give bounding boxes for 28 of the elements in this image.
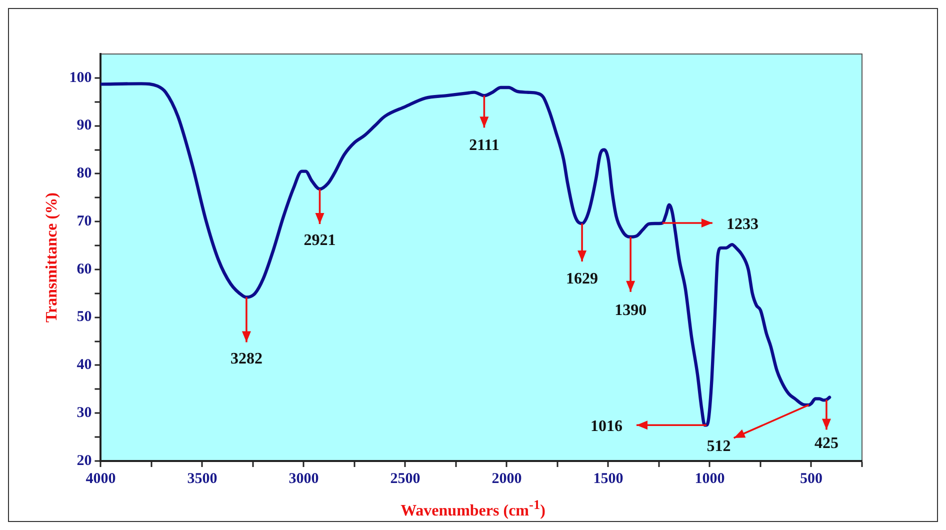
y-tick-label: 50 [76,309,92,326]
annotation: 1233 [726,216,758,234]
annotation: 1390 [614,302,647,320]
x-tick-label: 3000 [288,470,319,487]
x-tick-label: 1000 [694,470,725,487]
annotation: 512 [706,438,731,456]
annotation: 1016 [590,418,622,436]
y-tick-label: 60 [76,261,92,278]
annotation: 3282 [230,350,262,368]
x-axis-title: Wavenumbers (cm$^{-1}$) [400,496,546,521]
x-tick-label: 2000 [492,470,522,487]
annotation: 425 [814,434,838,452]
annotation: 2921 [304,232,336,250]
y-tick-label: 90 [76,118,92,134]
y-tick-label: 100 [69,70,92,86]
y-tick-label: 70 [76,213,92,230]
y-tick-label: 80 [76,166,92,182]
annotation: 1629 [566,270,598,288]
x-tick-label: 500 [800,470,822,487]
annotation: 2111 [469,136,500,154]
x-tick-label: 1500 [593,470,624,487]
x-tick-label: 3500 [187,470,218,487]
y-tick-label: 30 [76,404,92,421]
x-tick-label: 2500 [390,470,420,487]
y-tick-label: 40 [76,357,92,374]
y-tick-label: 20 [76,452,92,469]
x-tick-label: 4000 [86,470,116,487]
y-axis-title: Transmittance (%) [44,192,61,322]
